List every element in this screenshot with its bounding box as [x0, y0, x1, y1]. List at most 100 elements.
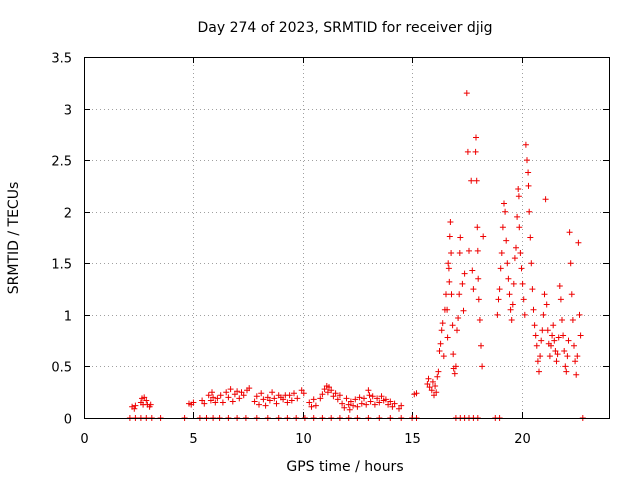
data-point [564, 353, 571, 360]
data-point [256, 401, 262, 408]
data-point [573, 371, 580, 378]
y-tick-label: 1.5 [51, 258, 72, 273]
data-point [143, 397, 150, 404]
y-tick-label: 3.5 [51, 52, 72, 67]
data-point [253, 393, 260, 400]
y-tick-label: 2 [64, 207, 72, 222]
grid-lines [84, 57, 609, 418]
data-point [366, 392, 373, 399]
data-point [448, 250, 455, 256]
data-point [319, 391, 326, 398]
data-point [284, 399, 291, 406]
data-point [413, 390, 420, 397]
data-point [262, 402, 269, 409]
data-point [449, 322, 456, 329]
data-point [147, 401, 154, 408]
data-point [460, 307, 467, 314]
data-point [312, 402, 319, 409]
data-point [269, 389, 276, 396]
data-point [456, 250, 463, 256]
data-point [356, 394, 363, 401]
data-point [553, 358, 560, 365]
data-point [246, 385, 253, 392]
y-axis-label: SRMTID / TECUs [6, 182, 22, 295]
data-point [507, 306, 514, 313]
data-point [433, 389, 440, 396]
data-point [273, 400, 280, 407]
data-point [363, 401, 370, 408]
x-tick-label: 5 [189, 432, 197, 447]
data-point [210, 394, 217, 401]
data-point [212, 399, 219, 406]
data-point [264, 394, 271, 401]
data-point [444, 306, 451, 313]
data-point [531, 322, 538, 329]
data-point [472, 148, 479, 155]
data-point [534, 358, 541, 365]
data-point [223, 389, 230, 396]
data-point [456, 291, 463, 298]
x-tick-label: 20 [514, 432, 531, 447]
data-point [385, 401, 392, 408]
y-tick-label: 1 [64, 310, 72, 325]
data-point [448, 291, 455, 298]
data-point [533, 342, 540, 349]
data-point [537, 353, 544, 360]
data-point [438, 327, 445, 334]
data-point [454, 327, 460, 334]
data-point [536, 368, 542, 375]
data-point [550, 322, 557, 329]
data-point [343, 395, 350, 402]
data-point [480, 233, 487, 240]
y-tick-label: 0.5 [51, 361, 72, 376]
data-point [539, 327, 546, 334]
data-point [141, 394, 148, 401]
data-point [503, 237, 510, 244]
data-point [330, 393, 337, 400]
data-point [324, 389, 331, 396]
plot-frame [84, 57, 610, 419]
data-point [502, 208, 509, 215]
data-point [339, 400, 346, 407]
data-point [227, 386, 234, 393]
data-point [538, 337, 545, 344]
data-point [306, 399, 313, 406]
data-point [516, 224, 523, 231]
data-point [554, 351, 561, 358]
data-point [496, 286, 503, 293]
data-point [352, 396, 359, 403]
data-point [529, 286, 536, 293]
data-point [209, 389, 215, 396]
data-point [231, 391, 238, 398]
data-point [260, 396, 267, 403]
data-point [563, 368, 570, 375]
data-point [515, 186, 522, 192]
x-tick-label: 10 [295, 432, 312, 447]
data-point [505, 275, 512, 282]
data-point [475, 275, 482, 282]
data-point [291, 390, 297, 397]
data-point [451, 370, 458, 377]
data-point [334, 396, 341, 403]
data-point [520, 296, 527, 303]
data-point [532, 332, 539, 339]
data-point [428, 387, 435, 394]
data-point [479, 363, 486, 370]
data-point [447, 219, 454, 225]
data-point [371, 401, 378, 408]
data-point [321, 386, 328, 393]
data-point [473, 177, 480, 184]
data-point [521, 311, 528, 318]
data-point [131, 405, 138, 412]
data-point [132, 402, 139, 409]
data-point [511, 255, 518, 262]
data-point [474, 247, 481, 254]
data-point [459, 280, 466, 287]
data-point [234, 388, 241, 395]
data-point [543, 301, 550, 308]
data-point [205, 392, 212, 399]
y-tick-label: 0 [64, 413, 72, 428]
data-point [478, 342, 484, 349]
data-point [569, 317, 576, 323]
